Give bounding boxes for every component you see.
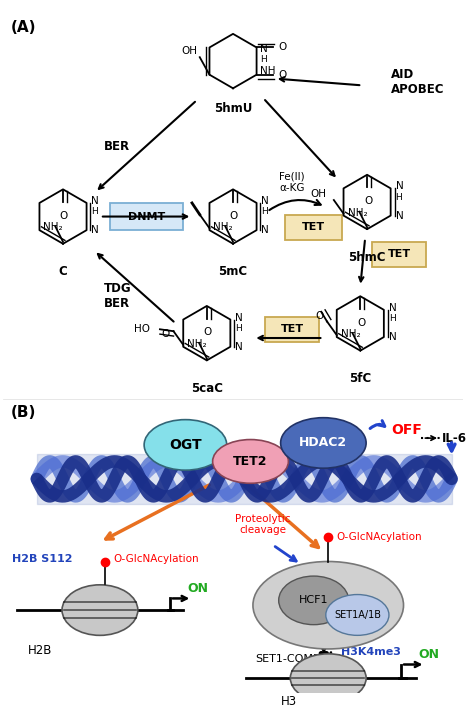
Text: N: N: [395, 182, 403, 192]
Ellipse shape: [326, 594, 389, 635]
Text: O: O: [204, 327, 212, 337]
Text: N: N: [262, 225, 269, 235]
Text: O-GlcNAcylation: O-GlcNAcylation: [336, 532, 422, 542]
Text: HO: HO: [134, 324, 150, 334]
Text: H: H: [395, 192, 402, 202]
Text: NH₂: NH₂: [187, 339, 207, 349]
Text: ON: ON: [187, 582, 209, 595]
Text: TET: TET: [388, 249, 410, 259]
Text: H2B: H2B: [27, 644, 52, 657]
Text: TET: TET: [281, 324, 304, 334]
Text: N: N: [261, 45, 268, 55]
Text: NH₂: NH₂: [213, 222, 233, 232]
Text: N: N: [91, 225, 99, 235]
Text: H: H: [389, 314, 395, 323]
Ellipse shape: [279, 576, 349, 625]
Text: OFF: OFF: [392, 423, 422, 437]
Text: SET1A/1B: SET1A/1B: [334, 610, 381, 620]
Ellipse shape: [213, 439, 288, 484]
Text: N: N: [389, 303, 396, 313]
Text: ON: ON: [419, 648, 439, 661]
Text: O: O: [357, 317, 365, 327]
Text: AID
APOBEC: AID APOBEC: [392, 68, 445, 97]
Text: O-GlcNAcylation: O-GlcNAcylation: [114, 554, 199, 564]
Text: 5caC: 5caC: [191, 382, 223, 395]
Text: H: H: [262, 207, 268, 216]
Text: N: N: [262, 196, 269, 206]
Text: 5hmC: 5hmC: [348, 251, 386, 263]
Text: H3K4me3: H3K4me3: [341, 647, 401, 657]
Text: O: O: [364, 196, 372, 206]
Text: N: N: [395, 211, 403, 221]
Text: O: O: [230, 211, 238, 221]
Ellipse shape: [62, 585, 138, 635]
Text: OH: OH: [310, 189, 326, 200]
Text: HDAC2: HDAC2: [299, 437, 347, 449]
Text: O: O: [315, 311, 323, 321]
Text: HCF1: HCF1: [299, 596, 328, 606]
Text: C: C: [59, 265, 67, 278]
Text: 5fC: 5fC: [349, 372, 372, 385]
Text: SET1-COMPASS: SET1-COMPASS: [255, 654, 341, 664]
Text: H: H: [261, 55, 267, 64]
Text: H3: H3: [281, 694, 297, 708]
Text: NH₂: NH₂: [341, 329, 360, 339]
Text: O: O: [278, 43, 286, 53]
Text: O: O: [162, 329, 170, 339]
Text: N: N: [91, 196, 99, 206]
Text: 5hmU: 5hmU: [214, 102, 252, 115]
Text: N: N: [389, 332, 396, 342]
Text: 5mC: 5mC: [219, 265, 247, 278]
Ellipse shape: [253, 562, 403, 649]
Text: N: N: [235, 342, 243, 351]
Ellipse shape: [291, 654, 366, 702]
Text: H: H: [235, 324, 242, 333]
Text: (A): (A): [10, 21, 36, 36]
Text: IL-6: IL-6: [442, 432, 467, 444]
Text: TET: TET: [302, 222, 325, 232]
Text: H: H: [91, 207, 98, 216]
FancyBboxPatch shape: [109, 203, 183, 230]
Text: ♣: ♣: [317, 645, 330, 660]
Text: OGT: OGT: [169, 438, 202, 452]
Text: OH: OH: [182, 46, 198, 56]
Text: Fe(II)
α-KG: Fe(II) α-KG: [280, 172, 305, 193]
Text: NH₂: NH₂: [347, 208, 367, 218]
Ellipse shape: [281, 417, 366, 468]
FancyBboxPatch shape: [265, 317, 319, 342]
Ellipse shape: [144, 420, 227, 470]
Text: DNMT: DNMT: [128, 212, 165, 222]
Text: NH: NH: [261, 66, 276, 76]
Text: TDG
BER: TDG BER: [104, 283, 131, 310]
Text: TET2: TET2: [233, 455, 268, 468]
Text: N: N: [235, 312, 243, 322]
FancyBboxPatch shape: [284, 214, 342, 240]
FancyBboxPatch shape: [372, 242, 426, 267]
Text: NH₂: NH₂: [44, 222, 63, 232]
Text: BER: BER: [104, 140, 130, 153]
Text: (B): (B): [10, 405, 36, 420]
Text: O: O: [60, 211, 68, 221]
Text: O: O: [278, 70, 286, 80]
Text: Proteolytic
cleavage: Proteolytic cleavage: [236, 513, 291, 535]
Text: H2B S112: H2B S112: [12, 554, 73, 564]
